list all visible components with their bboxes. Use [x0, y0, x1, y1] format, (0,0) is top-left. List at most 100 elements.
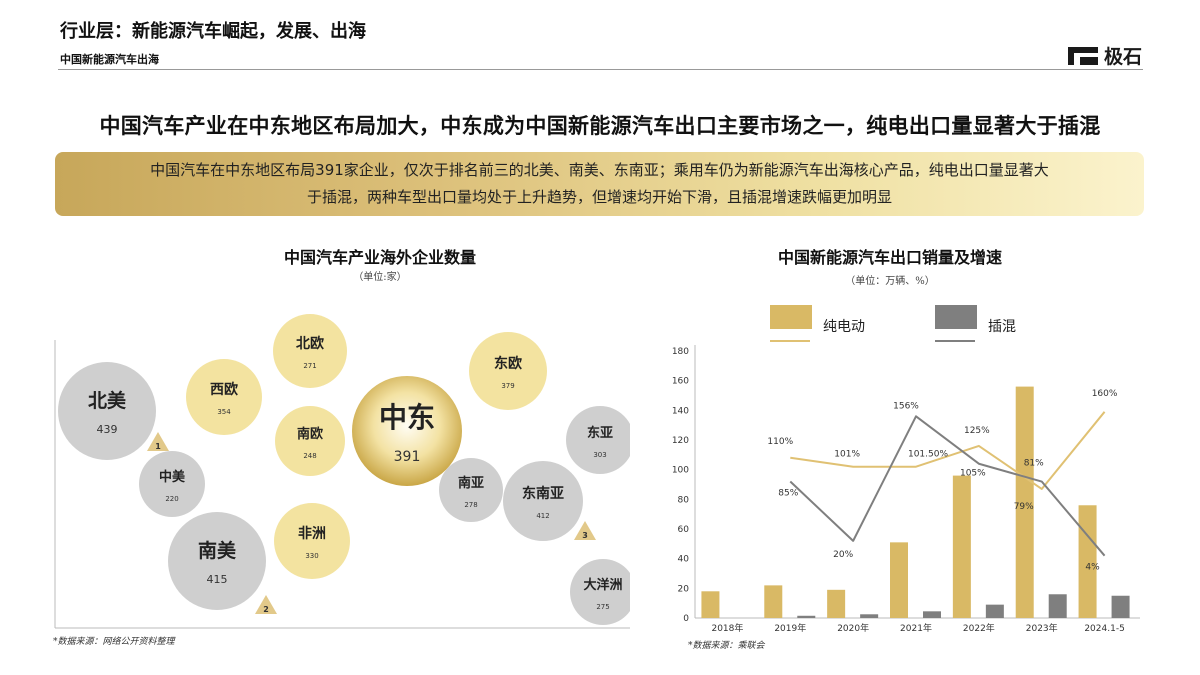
- bubble-chart: 北美 439 1 南美 415 2 东南亚 412 3 中东 391 东欧 379 西欧 354 非洲 330 东…: [54, 314, 630, 629]
- bubble-circle: [274, 503, 350, 579]
- rank-badge-triangle: [574, 521, 596, 540]
- growth-label-插混: 156%: [893, 401, 919, 411]
- bubble-value: 278: [464, 501, 477, 509]
- bubble-非洲: 非洲 330: [274, 503, 350, 579]
- growth-line-纯电动: [790, 411, 1106, 490]
- section-title: 行业层：新能源汽车崛起，发展、出海: [60, 21, 366, 42]
- bubble-value: 379: [501, 382, 514, 390]
- legend-item: 纯电动: [770, 305, 865, 342]
- y-tick-label: 140: [672, 406, 689, 416]
- bubble-南美: 南美 415: [168, 512, 266, 610]
- rank-badge-number: 2: [263, 605, 269, 614]
- growth-label-纯电动: 110%: [767, 437, 793, 447]
- bubble-value: 271: [303, 362, 316, 370]
- bubble-label: 东南亚: [522, 485, 564, 502]
- bubble-value: 303: [593, 451, 606, 459]
- bar-插混: [985, 604, 1004, 618]
- bubble-circle: [275, 406, 345, 476]
- bar-纯电动: [764, 585, 783, 618]
- bubble-中东: 中东 391: [352, 376, 462, 486]
- bubble-circle: [139, 451, 205, 517]
- bubble-value: 220: [165, 495, 178, 503]
- bar-纯电动: [952, 475, 971, 618]
- rank-badge-1: 1: [147, 432, 169, 451]
- y-tick-label: 120: [672, 436, 689, 446]
- bar-纯电动: [827, 589, 846, 618]
- y-tick-label: 180: [672, 347, 689, 357]
- growth-label-纯电动: 79%: [1014, 502, 1034, 512]
- bubble-label: 南亚: [458, 475, 484, 491]
- y-tick-label: 100: [672, 466, 689, 476]
- bubble-circle: [439, 458, 503, 522]
- legend-swatch: [935, 305, 977, 329]
- growth-label-纯电动: 101%: [834, 450, 860, 460]
- growth-line-插混: [789, 415, 1106, 557]
- page-title: 中国汽车产业在中东地区布局加大，中东成为中国新能源汽车出口主要市场之一，纯电出口…: [99, 114, 1101, 138]
- rank-badge-2: 2: [255, 595, 277, 614]
- summary-line-2: 于插混，两种车型出口量均处于上升趋势，但增速均开始下滑，且插混增速跌幅更加明显: [306, 188, 892, 206]
- growth-label-插混: 85%: [778, 489, 798, 499]
- bubble-label: 南欧: [297, 426, 323, 442]
- summary-line-1: 中国汽车在中东地区布局391家企业，仅次于排名前三的北美、南美、东南亚；乘用车仍…: [150, 161, 1049, 179]
- bubble-label: 西欧: [210, 381, 238, 398]
- bubble-南亚: 南亚 278: [439, 458, 503, 522]
- bubble-label: 南美: [198, 539, 237, 562]
- bar-纯电动: [1078, 505, 1097, 618]
- bubble-value: 412: [536, 512, 549, 520]
- bubble-东亚: 东亚 303: [566, 406, 630, 474]
- bubble-circle: [58, 362, 156, 460]
- bubble-西欧: 西欧 354: [186, 359, 262, 435]
- growth-label-插混: 105%: [960, 469, 986, 479]
- bubble-circle: [273, 314, 347, 388]
- bar-纯电动: [701, 591, 720, 618]
- section-subtitle: 中国新能源汽车出海: [60, 53, 159, 66]
- bubble-circle: [503, 461, 583, 541]
- bar-纯电动: [890, 542, 908, 618]
- export-bar-line-chart: 纯电动 插混 0 20 40 60 80 100 120 140 160 180 2018年 2019年 2…: [672, 305, 1140, 634]
- bubble-东南亚: 东南亚 412: [503, 461, 583, 541]
- summary-text: 中国汽车在中东地区布局391家企业，仅次于排名前三的北美、南美、东南亚；乘用车仍…: [150, 157, 1049, 211]
- growth-label-插混: 4%: [1085, 563, 1100, 573]
- legend-swatch: [770, 305, 812, 329]
- bar-纯电动: [1015, 386, 1034, 618]
- bubble-中美: 中美 220: [139, 451, 205, 517]
- bubble-北美: 北美 439: [58, 362, 156, 460]
- x-tick-label: 2020年: [837, 622, 869, 634]
- brand-logo: 极石: [1067, 42, 1142, 69]
- y-tick-label: 40: [678, 555, 690, 565]
- y-tick-label: 160: [672, 377, 689, 387]
- bubble-label: 东欧: [494, 355, 522, 372]
- x-tick-label: 2022年: [963, 622, 995, 634]
- rank-badge-triangle: [147, 432, 169, 451]
- bubble-南欧: 南欧 248: [275, 406, 345, 476]
- bubble-label: 大洋洲: [583, 577, 622, 593]
- bubble-东欧: 东欧 379: [469, 332, 547, 410]
- bubble-value: 248: [303, 452, 316, 460]
- bubble-label: 东亚: [587, 425, 613, 441]
- y-tick-label: 80: [678, 495, 690, 505]
- left-chart-source: *数据来源：网络公开资料整理: [53, 637, 175, 647]
- bubble-label: 非洲: [298, 525, 326, 542]
- x-tick-label: 2023年: [1026, 622, 1058, 634]
- bar-插混: [923, 611, 941, 618]
- x-tick-label: 2024.1-5: [1084, 624, 1124, 634]
- left-chart-unit: （单位:家）: [353, 272, 407, 283]
- bubble-circle: [168, 512, 266, 610]
- bar-插混: [1048, 594, 1067, 618]
- bubble-circle: [186, 359, 262, 435]
- rank-badge-3: 3: [574, 521, 596, 540]
- bubble-label: 中东: [379, 401, 435, 434]
- x-tick-label: 2018年: [711, 622, 743, 634]
- bubble-value: 275: [596, 603, 609, 611]
- bubble-circle: [570, 559, 630, 625]
- bar-插混: [1111, 595, 1130, 618]
- growth-label-纯电动: 101.50%: [908, 450, 948, 460]
- right-chart-title: 中国新能源汽车出口销量及增速: [777, 248, 1002, 267]
- bubble-label: 北美: [88, 389, 127, 412]
- right-chart-source: *数据来源：乘联会: [688, 641, 765, 651]
- bubble-value: 391: [394, 449, 421, 465]
- rank-badge-triangle: [255, 595, 277, 614]
- growth-label-纯电动: 160%: [1092, 389, 1118, 399]
- legend-item: 插混: [935, 305, 1016, 342]
- x-tick-label: 2021年: [900, 622, 932, 634]
